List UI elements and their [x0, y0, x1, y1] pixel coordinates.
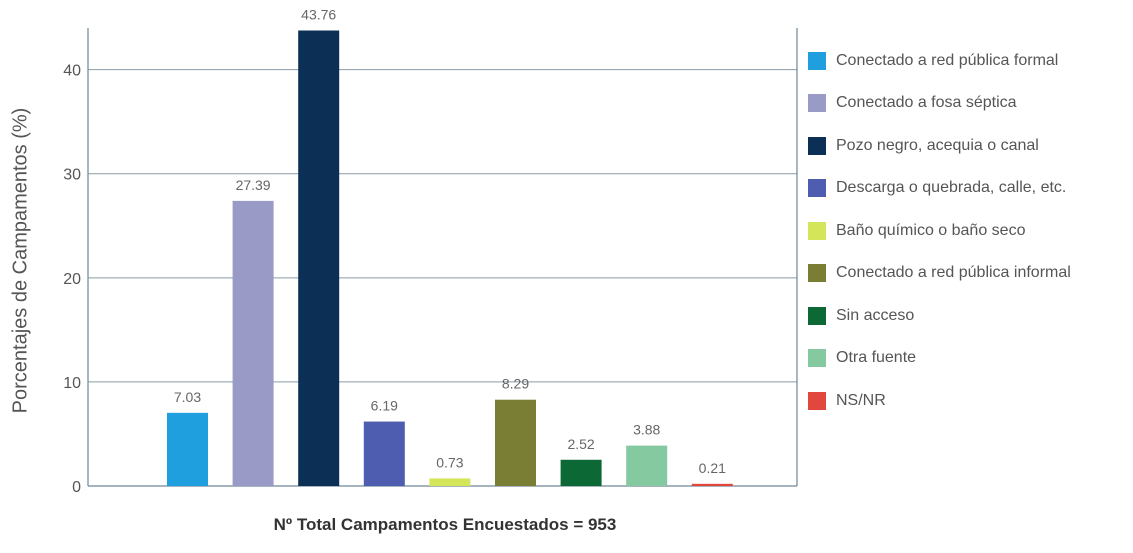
y-tick-label: 40	[63, 63, 81, 80]
legend-item: Conectado a fosa séptica	[808, 89, 1130, 118]
legend-item: Sin acceso	[808, 301, 1130, 330]
y-tick-label: 20	[63, 271, 81, 288]
legend-swatch	[808, 349, 826, 367]
bar	[429, 478, 471, 486]
legend-label: Otra fuente	[836, 349, 917, 366]
bar	[298, 30, 340, 487]
legend-swatch	[808, 221, 826, 240]
y-tick-label: 30	[63, 167, 81, 184]
y-axis-title-wrap: Porcentajes de Campamentos (%)	[6, 65, 36, 455]
bar-value-label: 27.39	[236, 177, 271, 193]
y-tick-label: 10	[63, 375, 81, 392]
bar-value-label: 6.19	[371, 398, 398, 414]
legend-item: NS/NR	[808, 386, 1130, 415]
bar	[626, 445, 668, 486]
legend: Conectado a red pública formal Conectado …	[808, 46, 1130, 429]
bar-value-label: 0.21	[699, 460, 726, 476]
bar-value-label: 2.52	[567, 436, 594, 452]
bar	[495, 399, 536, 486]
bar-value-label: 8.29	[502, 376, 529, 392]
legend-swatch	[808, 94, 826, 112]
bar-value-label: 7.03	[174, 389, 201, 405]
bar	[232, 200, 274, 486]
y-tick-label: 0	[72, 479, 81, 496]
legend-swatch	[808, 391, 826, 410]
legend-item: Otra fuente	[808, 344, 1130, 373]
legend-swatch	[808, 51, 826, 70]
legend-label: Conectado a red pública informal	[836, 264, 1071, 281]
legend-item: Conectado a red pública formal	[808, 46, 1130, 75]
x-axis-title: Nº Total Campamentos Encuestados = 953	[273, 515, 617, 534]
bar	[560, 459, 602, 486]
legend-label: NS/NR	[836, 391, 886, 409]
legend-label: Baño químico o baño seco	[836, 221, 1026, 239]
legend-label: Pozo negro, acequia o canal	[836, 136, 1039, 154]
bar-value-label: 43.76	[301, 6, 336, 22]
legend-swatch	[808, 136, 826, 155]
legend-label: Conectado a fosa séptica	[836, 94, 1017, 111]
y-axis-title: Porcentajes de Campamentos (%)	[9, 107, 32, 413]
bar	[167, 412, 208, 486]
legend-label: Conectado a red pública formal	[836, 51, 1059, 69]
legend-label: Sin acceso	[836, 306, 915, 324]
legend-swatch	[808, 306, 826, 325]
legend-item: Baño químico o baño seco	[808, 216, 1130, 245]
bar-value-label: 3.88	[633, 422, 660, 438]
legend-item: Descarga o quebrada, calle, etc.	[808, 174, 1130, 203]
bar	[691, 483, 733, 486]
bar	[363, 421, 405, 486]
bar-value-label: 0.73	[436, 454, 463, 470]
legend-swatch	[808, 179, 826, 197]
legend-swatch	[808, 264, 826, 282]
legend-item: Conectado a red pública informal	[808, 259, 1130, 288]
legend-label: Descarga o quebrada, calle, etc.	[836, 179, 1067, 196]
legend-item: Pozo negro, acequia o canal	[808, 131, 1130, 160]
